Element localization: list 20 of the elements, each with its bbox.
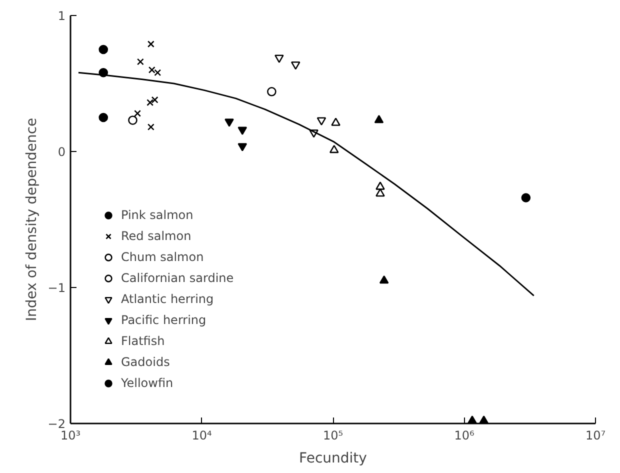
legend-label: Californian sardine [121, 271, 234, 285]
legend-label: Flatfish [121, 334, 165, 348]
y-tick-label: 1 [58, 9, 66, 23]
legend-label: Gadoids [121, 355, 170, 369]
y-axis-title: Index of density dependence [24, 118, 40, 322]
y-tick-label: −2 [48, 417, 66, 431]
legend-label: Pink salmon [121, 208, 194, 222]
x-tick-label: 10⁵ [322, 428, 344, 442]
x-tick-label: 10⁷ [585, 428, 606, 442]
legend-label: Chum salmon [121, 250, 204, 264]
y-tick-label: −1 [48, 281, 66, 295]
legend-label: Pacific herring [121, 313, 206, 327]
x-tick-label: 10⁶ [454, 428, 474, 442]
x-tick-label: 10³ [60, 428, 81, 442]
legend-label: Atlantic herring [121, 292, 214, 306]
x-axis-title: Fecundity [299, 450, 367, 466]
y-tick-label: 0 [58, 145, 66, 159]
legend-label: Red salmon [121, 229, 192, 243]
x-tick-label: 10⁴ [192, 428, 212, 442]
legend-label: Yellowfin [121, 376, 174, 390]
